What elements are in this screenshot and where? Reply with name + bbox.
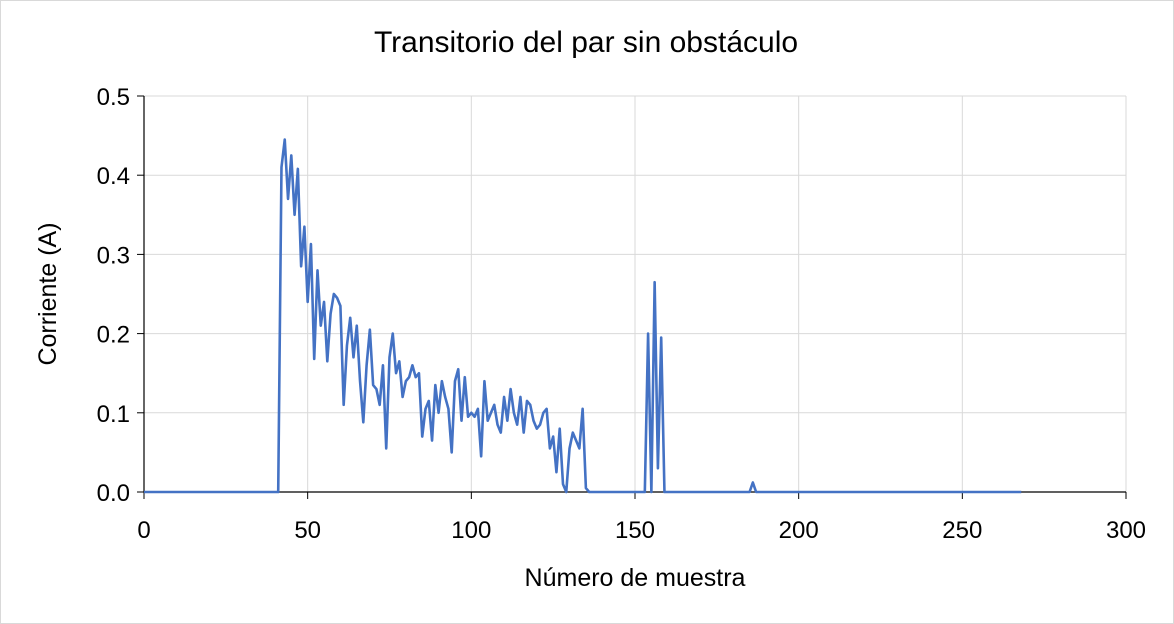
y-tick-label: 0.4 (97, 163, 130, 190)
x-tick-label: 50 (294, 517, 321, 544)
chart-title: Transitorio del par sin obstáculo (374, 26, 798, 59)
series-line-1 (144, 138, 1022, 494)
y-tick-labels: 0.0 0.1 0.2 0.3 0.4 0.5 (97, 84, 130, 507)
x-tick-label: 300 (1106, 517, 1146, 544)
y-tick-label: 0.3 (97, 242, 130, 269)
plot-area (144, 138, 1022, 494)
x-tick-label: 200 (779, 517, 819, 544)
x-tick-labels: 0 50 100 150 200 250 300 (137, 517, 1146, 544)
x-tick-label: 250 (942, 517, 982, 544)
x-tick-label: 150 (615, 517, 655, 544)
x-axis-label: Número de muestra (525, 564, 746, 592)
y-tick-label: 0.1 (97, 401, 130, 428)
y-axis-label: Corriente (A) (34, 222, 62, 365)
x-tick-label: 100 (451, 517, 491, 544)
x-tick-label: 0 (137, 517, 150, 544)
gridlines (144, 95, 1127, 492)
y-tick-label: 0.0 (97, 480, 130, 507)
y-tick-label: 0.5 (97, 84, 130, 111)
y-tick-label: 0.2 (97, 322, 130, 349)
